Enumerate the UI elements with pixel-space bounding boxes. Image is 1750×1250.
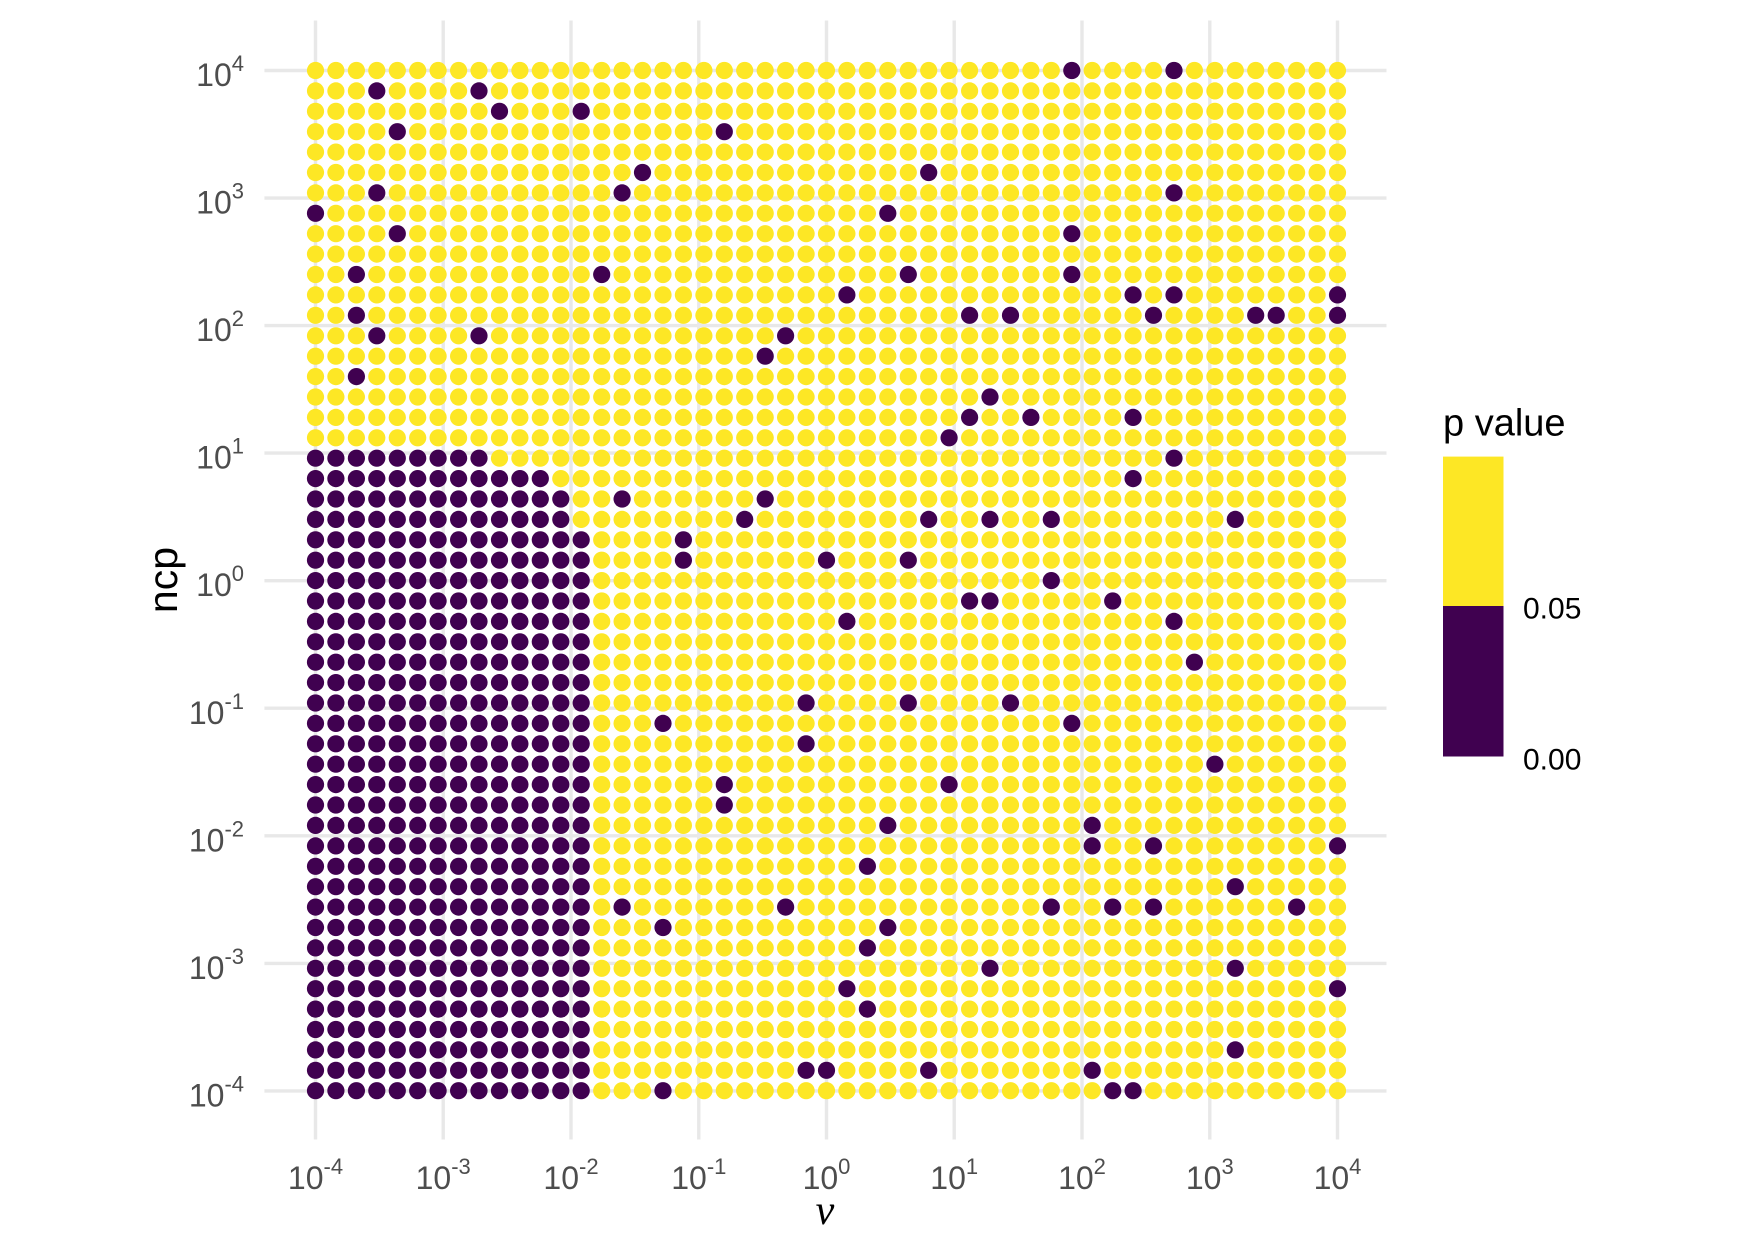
svg-text:101: 101 xyxy=(930,1154,978,1196)
svg-text:ν: ν xyxy=(816,1188,835,1234)
svg-text:100: 100 xyxy=(803,1154,851,1196)
svg-text:0.05: 0.05 xyxy=(1523,593,1581,626)
svg-text:0.00: 0.00 xyxy=(1523,744,1581,777)
svg-text:10-2: 10-2 xyxy=(189,816,244,858)
svg-text:ncp: ncp xyxy=(140,547,186,613)
svg-text:p value: p value xyxy=(1443,403,1566,445)
svg-text:104: 104 xyxy=(196,51,244,93)
svg-text:103: 103 xyxy=(196,179,244,221)
